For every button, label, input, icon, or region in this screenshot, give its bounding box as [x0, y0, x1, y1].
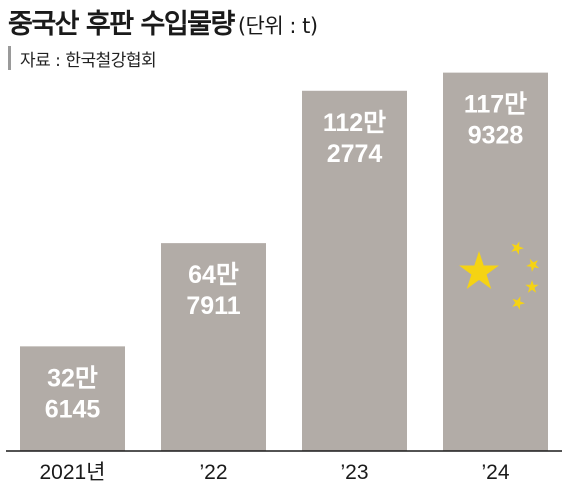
china-flag-small-star-icon-4: [512, 296, 525, 310]
china-flag-large-star-icon: [459, 251, 499, 289]
bar-2: [161, 243, 266, 451]
china-flag-small-star-icon-2: [526, 258, 540, 272]
bar-3: [302, 90, 407, 451]
bar-value-label-3-2: 2774: [327, 140, 383, 168]
chart-title: 중국산 후판 수입물량: [8, 9, 235, 40]
bar-value-label-3-1: 112만: [323, 109, 386, 137]
china-flag-small-star-icon-1: [511, 241, 524, 255]
x-tick-label-1: 2021년: [39, 461, 105, 484]
bar-value-label-4-1: 117만: [464, 91, 527, 119]
bar-value-label-2-1: 64만: [188, 261, 239, 289]
chart-unit: (단위 : t): [237, 14, 318, 38]
bar-1: [20, 346, 125, 451]
bar-value-label-1-2: 6145: [45, 395, 101, 423]
x-tick-label-2: ’22: [199, 461, 227, 484]
bar-value-label-1-1: 32만: [47, 364, 98, 392]
chart-source: 자료 : 한국철강협회: [20, 51, 157, 71]
china-flag-small-star-icon-3: [525, 280, 539, 293]
bar-value-label-4-2: 9328: [468, 122, 524, 150]
x-tick-label-3: ’23: [340, 461, 368, 484]
bar-value-label-2-2: 7911: [186, 292, 240, 320]
chart-title-block: 중국산 후판 수입물량 (단위 : t): [8, 2, 318, 41]
source-divider: [8, 46, 11, 70]
x-tick-label-4: ’24: [481, 461, 509, 484]
